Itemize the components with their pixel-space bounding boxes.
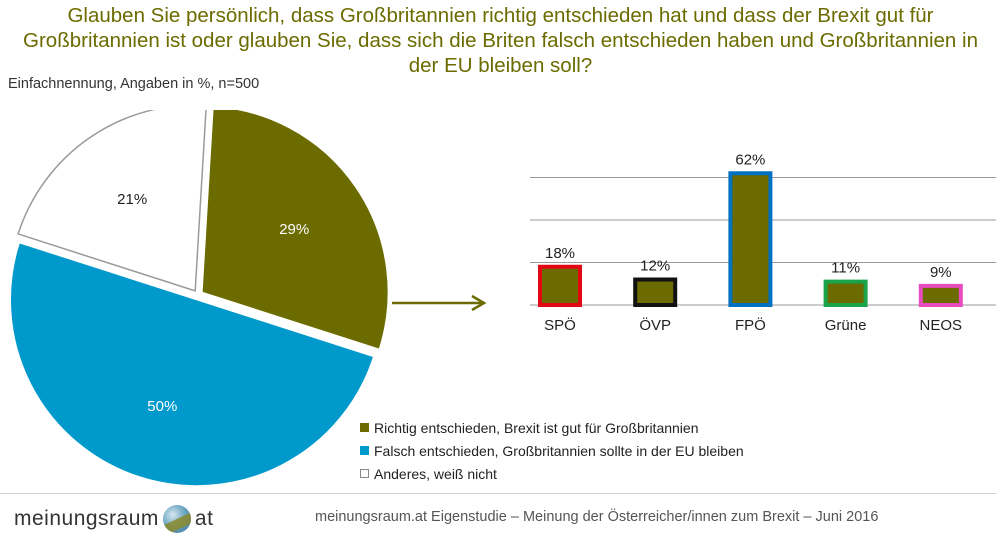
- category-label: FPÖ: [735, 316, 766, 334]
- category-label: ÖVP: [639, 316, 671, 334]
- arrow-icon: [392, 294, 487, 312]
- legend-item-anderes: Anderes, weiß nicht: [360, 462, 744, 485]
- pie-value-label: 29%: [279, 221, 309, 238]
- meinungsraum-logo: meinungsraum at: [14, 505, 213, 533]
- bar-value-label: 62%: [735, 151, 765, 168]
- pie-slice-anderes: [17, 110, 207, 292]
- pie-chart: 29% 50% 21%: [10, 110, 389, 487]
- logo-text-right: at: [194, 507, 214, 530]
- legend-label: Falsch entschieden, Großbritannien sollt…: [374, 442, 744, 459]
- pie-slice-falsch: [10, 242, 375, 487]
- bar-sp: [538, 264, 582, 307]
- category-label: NEOS: [920, 317, 963, 334]
- bar-value-label: 11%: [831, 260, 860, 277]
- chart-subtitle: Einfachnennung, Angaben in %, n=500: [8, 76, 260, 92]
- pie-value-label: 50%: [147, 398, 177, 415]
- legend-label: Anderes, weiß nicht: [374, 465, 497, 482]
- bar-vp: [633, 277, 678, 307]
- footer-divider: [0, 493, 996, 494]
- legend-item-richtig: Richtig entschieden, Brexit ist gut für …: [360, 416, 744, 439]
- pie-value-label: 21%: [117, 191, 147, 208]
- legend-swatch-white: [360, 469, 369, 478]
- legend-label: Richtig entschieden, Brexit ist gut für …: [374, 419, 699, 436]
- category-label: Grüne: [825, 317, 867, 334]
- bar-neos: [918, 283, 963, 307]
- pie-slice-richtig: [201, 110, 389, 350]
- legend-swatch-blue: [360, 446, 369, 455]
- pie-legend: Richtig entschieden, Brexit ist gut für …: [360, 416, 744, 485]
- globe-icon: [162, 505, 191, 533]
- bar-chart: 18% SPÖ 12% ÖVP 62% FPÖ 11% Grüne 9% NEOS: [530, 151, 996, 334]
- legend-item-falsch: Falsch entschieden, Großbritannien sollt…: [360, 439, 744, 462]
- logo-text-left: meinungsraum: [14, 507, 159, 530]
- bar-grne: [823, 279, 868, 307]
- bar-fp: [728, 171, 773, 307]
- category-label: SPÖ: [544, 316, 576, 334]
- footer-source: meinungsraum.at Eigenstudie – Meinung de…: [315, 509, 879, 525]
- question-title: Glauben Sie persönlich, dass Großbritann…: [23, 4, 978, 77]
- bar-value-label: 12%: [640, 258, 670, 275]
- bar-value-label: 18%: [545, 245, 575, 262]
- bar-value-label: 9%: [930, 264, 952, 281]
- legend-swatch-olive: [360, 423, 369, 432]
